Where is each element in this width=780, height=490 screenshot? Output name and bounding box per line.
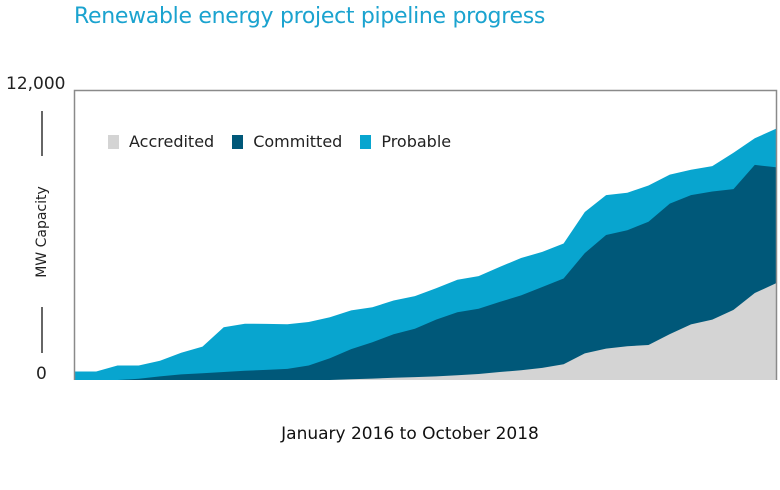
x-axis-label-text: January 2016 to October 2018 xyxy=(281,424,539,444)
y-label-line-top xyxy=(41,111,43,156)
area-committed xyxy=(75,164,776,380)
area-accredited xyxy=(75,283,776,380)
y-tick-zero: 0 xyxy=(36,364,47,384)
legend-swatch-accredited xyxy=(108,134,119,149)
x-axis-label: January 2016 to October 2018 xyxy=(0,424,780,444)
legend-swatch-probable xyxy=(360,134,372,149)
legend-label-committed: Committed xyxy=(253,132,343,151)
legend-swatch-committed xyxy=(232,134,244,149)
legend: Accredited Committed Probable xyxy=(108,132,469,151)
y-tick-max: 12,000 xyxy=(6,74,66,94)
legend-item-probable: Probable xyxy=(360,132,451,151)
plot-frame xyxy=(73,89,778,380)
stacked-areas xyxy=(75,128,776,380)
legend-item-accredited: Accredited xyxy=(108,132,214,151)
chart-title: Renewable energy project pipeline progre… xyxy=(74,4,546,29)
legend-item-committed: Committed xyxy=(232,132,342,151)
legend-label-accredited: Accredited xyxy=(129,132,215,151)
y-label-line-bottom xyxy=(41,307,43,353)
legend-label-probable: Probable xyxy=(381,132,452,151)
